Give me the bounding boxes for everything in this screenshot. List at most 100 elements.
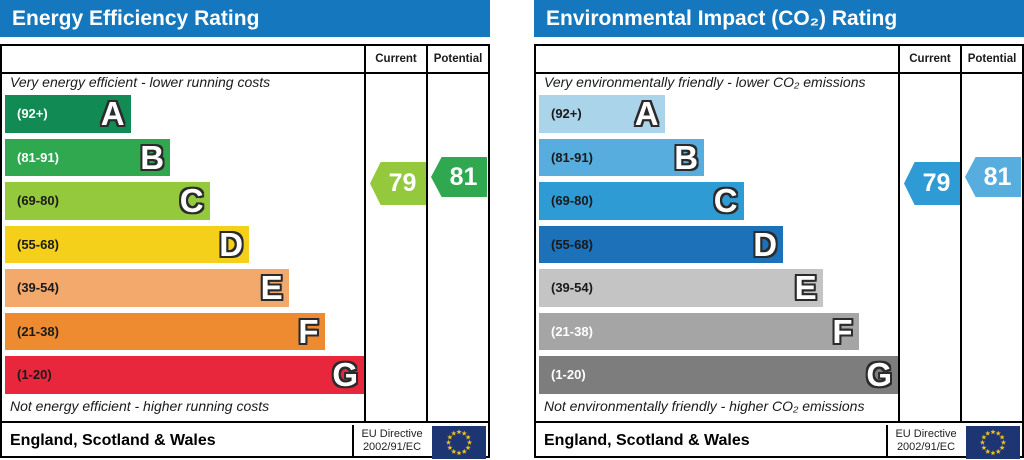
eu-flag-svg (432, 426, 486, 459)
band-row-a: (92+) A (539, 95, 665, 133)
band-range-label: (1-20) (17, 367, 52, 382)
eu-flag-star (999, 434, 1005, 440)
top-caption: Very environmentally friendly - lower CO… (544, 74, 866, 90)
band-range-label: (81-91) (551, 149, 593, 165)
eu-directive-label: EU Directive 2002/91/EC (356, 425, 428, 456)
eu-flag-svg (966, 426, 1020, 459)
band-row-e: (39-54) E (5, 269, 289, 307)
band-letter: E (794, 269, 817, 306)
band-letter: C (713, 182, 738, 219)
eu-directive-line2: 2002/91/EC (896, 440, 956, 453)
band-letter: F (832, 312, 853, 350)
eu-flag-star (451, 430, 457, 436)
footer-divider (352, 425, 354, 456)
band-range-label: (21-38) (551, 323, 593, 339)
eu-flag-star (981, 444, 987, 451)
bands: (92+) A (81-91) B (69-80) C (55-68) D (39-54) E (2… (5, 46, 364, 423)
current-rating-arrow: 79 (370, 162, 426, 205)
band-letter: B (674, 138, 699, 176)
column-divider (960, 46, 962, 423)
band-range-label: (92+) (17, 106, 48, 121)
band-range-label: (69-80) (17, 193, 59, 208)
band-range-label: (69-80) (551, 193, 593, 208)
band-row-b: (81-91) B (539, 138, 705, 176)
eu-flag-star (461, 430, 467, 436)
current-column-header: Current (375, 53, 417, 65)
band-letter: D (753, 225, 778, 263)
energy-efficiency-chart: Energy Efficiency Rating Current Potenti… (0, 0, 490, 460)
eu-flag-star (465, 444, 471, 451)
chart-title: Environmental Impact (CO₂) Rating (534, 0, 1024, 37)
band-letter: B (140, 138, 165, 176)
bands: (92+) A (81-91) B (69-80) C (55-68) D (39-54) E (2… (539, 46, 898, 423)
band-range-label: (39-54) (551, 280, 593, 295)
eu-flag-star (445, 439, 452, 445)
eu-flag-star (456, 450, 462, 456)
bottom-caption: Not environmentally friendly - higher CO… (544, 398, 865, 414)
eu-directive-line2: 2002/91/EC (362, 440, 422, 453)
column-divider (426, 46, 428, 423)
current-column-header: Current (909, 53, 951, 65)
chart-footer: England, Scotland & Wales EU Directive 2… (536, 421, 1022, 459)
band-row-f: (21-38) F (539, 312, 859, 350)
band-letter: A (634, 95, 659, 132)
band-range-label: (92+) (551, 106, 582, 121)
eu-directive-label: EU Directive 2002/91/EC (890, 425, 962, 456)
chart-footer: England, Scotland & Wales EU Directive 2… (2, 421, 488, 459)
band-letter: G (866, 356, 892, 393)
eu-flag-star (990, 429, 996, 435)
chart-frame: Current Potential Very energy efficient … (0, 44, 490, 459)
current-rating-arrow: 79 (904, 162, 960, 205)
band-row-d: (55-68) D (539, 225, 784, 263)
eu-flag-star (456, 429, 462, 435)
potential-column-header: Potential (967, 53, 1017, 65)
eu-directive-line1: EU Directive (361, 427, 423, 440)
band-range-label: (55-68) (17, 236, 59, 252)
eu-flag-star (985, 430, 991, 436)
chart-frame: Current Potential Very environmentally f… (534, 44, 1024, 459)
band-row-d: (55-68) D (5, 225, 250, 263)
band-row-g: (1-20) G (5, 356, 364, 394)
eu-flag-star (466, 439, 473, 445)
eu-flag-star (447, 444, 453, 451)
band-row-a: (92+) A (5, 95, 131, 133)
potential-column-header: Potential (433, 53, 483, 65)
column-divider (898, 46, 900, 423)
column-header-row: Current Potential (536, 46, 1022, 74)
eu-flag-star (465, 434, 471, 440)
bottom-caption: Not energy efficient - higher running co… (10, 398, 270, 414)
band-row-b: (81-91) B (5, 138, 171, 176)
band-letter: G (332, 356, 358, 393)
region-label: England, Scotland & Wales (10, 432, 216, 449)
environmental-impact-chart: Environmental Impact (CO₂) Rating Curren… (534, 0, 1024, 460)
column-header-row: Current Potential (2, 46, 488, 74)
band-row-g: (1-20) G (539, 356, 898, 394)
eu-flag-star (447, 434, 453, 440)
eu-flag (966, 426, 1020, 459)
eu-flag-star (985, 448, 991, 454)
footer-divider (886, 425, 888, 456)
band-letter: D (219, 225, 244, 263)
band-letter: A (100, 95, 125, 132)
band-row-f: (21-38) F (5, 312, 325, 350)
band-range-label: (39-54) (17, 280, 59, 295)
eu-flag-star (979, 439, 986, 445)
band-row-c: (69-80) C (539, 182, 744, 220)
band-letter: F (298, 312, 319, 350)
eu-flag-star (990, 450, 996, 456)
band-letter: C (179, 182, 204, 219)
band-range-label: (21-38) (17, 323, 59, 339)
band-range-label: (55-68) (551, 236, 593, 252)
eu-flag-star (999, 444, 1005, 451)
band-range-label: (1-20) (551, 367, 586, 382)
eu-flag-star (981, 434, 987, 440)
column-divider (364, 46, 366, 423)
eu-flag-star (461, 448, 467, 454)
band-letter: E (260, 269, 283, 306)
eu-flag-star (451, 448, 457, 454)
eu-flag-star (995, 448, 1001, 454)
top-caption: Very energy efficient - lower running co… (10, 74, 271, 90)
potential-rating-arrow: 81 (965, 157, 1021, 197)
eu-flag-star (1000, 439, 1007, 445)
